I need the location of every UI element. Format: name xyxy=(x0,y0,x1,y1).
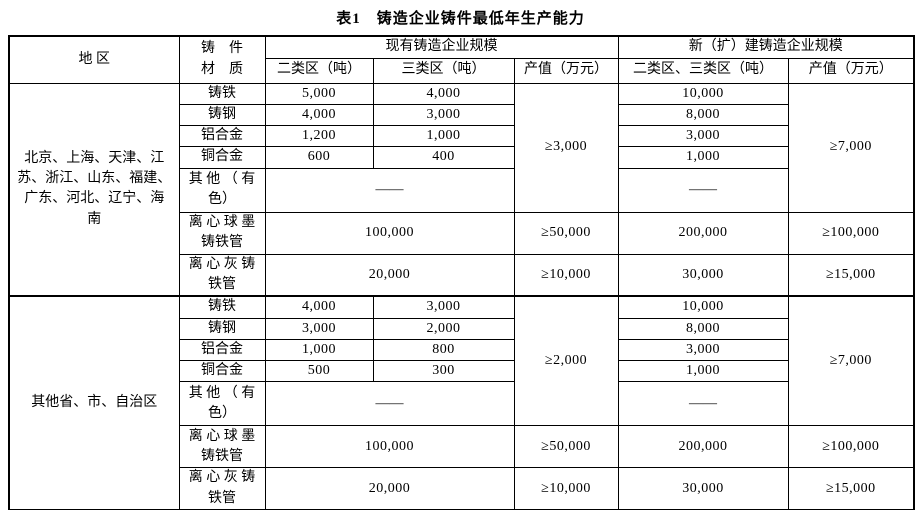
material-name-cell: 铜合金 xyxy=(178,146,266,169)
class3-capacity-cell: 400 xyxy=(372,146,515,169)
new-capacity-cell: 8,000 xyxy=(617,103,789,127)
class2-capacity-cell: 1,000 xyxy=(264,338,374,362)
material-name-cell: 铸铁 xyxy=(178,82,266,105)
header-new-group: 新（扩）建铸造企业规模 xyxy=(617,35,915,59)
region-cell: 其他省、市、自治区 xyxy=(8,295,180,510)
table-row: 离 心 灰 铸 铁管 20,000 ≥10,000 30,000 ≥15,000 xyxy=(9,467,915,510)
table-row: 铝合金 1,000 800 3,000 xyxy=(9,338,914,362)
table-row: 其 他 （ 有 色） —— —— xyxy=(9,167,914,213)
class3-capacity-cell: 1,000 xyxy=(372,125,515,148)
header-class3: 三类区（吨） xyxy=(372,57,515,84)
table-row: 其他省、市、自治区 铸铁 4,000 3,000 ≥2,000 10,000 ≥… xyxy=(8,295,915,510)
header-region: 地 区 xyxy=(8,35,180,84)
new-output-value-cell: ≥15,000 xyxy=(787,467,915,510)
new-capacity-cell: 10,000 xyxy=(617,295,789,319)
new-capacity-cell: 3,000 xyxy=(617,125,789,148)
table-row: 铜合金 500 300 1,000 xyxy=(9,360,914,383)
class2-capacity-cell: 1,200 xyxy=(264,125,374,148)
material-name-cell: 其 他 （ 有 色） xyxy=(178,167,266,213)
class2-capacity-cell: 4,000 xyxy=(264,295,374,319)
class3-capacity-cell: 2,000 xyxy=(372,317,515,340)
merged-capacity-cell: 20,000 xyxy=(264,253,515,297)
table-row: 其 他 （ 有 色） —— —— xyxy=(9,381,914,427)
table-row: 铸钢 4,000 3,000 8,000 xyxy=(9,103,914,127)
header-existing-group: 现有铸造企业规模 xyxy=(264,35,619,59)
material-name-cell: 离 心 球 墨 铸铁管 xyxy=(178,211,266,255)
class3-capacity-cell: 300 xyxy=(372,360,515,383)
merged-capacity-cell: —— xyxy=(264,167,515,213)
new-capacity-cell: 200,000 xyxy=(617,211,789,255)
material-name-cell: 铸钢 xyxy=(178,317,266,340)
header-material: 铸 件 材 质 xyxy=(178,35,266,84)
material-name-cell: 离 心 灰 铸 铁管 xyxy=(178,467,266,510)
new-output-value-cell: ≥100,000 xyxy=(787,211,915,255)
table-row: 铜合金 600 400 1,000 xyxy=(9,146,914,169)
existing-output-value-cell: ≥2,000 xyxy=(513,295,619,427)
existing-output-value-cell: ≥50,000 xyxy=(513,211,619,255)
new-capacity-cell: 3,000 xyxy=(617,338,789,362)
existing-output-value-cell: ≥50,000 xyxy=(513,425,619,469)
table-row: 离 心 灰 铸 铁管 20,000 ≥10,000 30,000 ≥15,000 xyxy=(9,253,915,297)
header-new-output-value: 产值（万元） xyxy=(787,57,915,84)
class2-capacity-cell: 600 xyxy=(264,146,374,169)
new-capacity-cell: 30,000 xyxy=(617,467,789,510)
merged-capacity-cell: 20,000 xyxy=(264,467,515,510)
merged-capacity-cell: —— xyxy=(264,381,515,427)
material-name-cell: 其 他 （ 有 色） xyxy=(178,381,266,427)
new-capacity-cell: —— xyxy=(617,167,789,213)
new-output-value-cell: ≥100,000 xyxy=(787,425,915,469)
table-row: 北京、上海、天津、江 苏、浙江、山东、福建、 广东、河北、辽宁、海 南 铸铁 5… xyxy=(8,82,915,297)
header-new-class: 二类区、三类区（吨） xyxy=(617,57,789,84)
merged-capacity-cell: 100,000 xyxy=(264,211,515,255)
class3-capacity-cell: 3,000 xyxy=(372,295,515,319)
class2-capacity-cell: 4,000 xyxy=(264,103,374,127)
region-cell: 北京、上海、天津、江 苏、浙江、山东、福建、 广东、河北、辽宁、海 南 xyxy=(8,82,180,297)
new-capacity-cell: 30,000 xyxy=(617,253,789,297)
new-capacity-cell: 8,000 xyxy=(617,317,789,340)
new-output-value-cell: ≥7,000 xyxy=(787,82,915,213)
merged-capacity-cell: 100,000 xyxy=(264,425,515,469)
table-row: 铝合金 1,200 1,000 3,000 xyxy=(9,125,914,148)
class3-capacity-cell: 3,000 xyxy=(372,103,515,127)
material-name-cell: 离 心 灰 铸 铁管 xyxy=(178,253,266,297)
material-name-cell: 铜合金 xyxy=(178,360,266,383)
new-output-value-cell: ≥7,000 xyxy=(787,295,915,427)
table-title: 表1 铸造企业铸件最低年生产能力 xyxy=(336,11,585,27)
header-output-value: 产值（万元） xyxy=(513,57,619,84)
header-class2: 二类区（吨） xyxy=(264,57,374,84)
new-capacity-cell: 10,000 xyxy=(617,82,789,105)
class3-capacity-cell: 4,000 xyxy=(372,82,515,105)
material-name-cell: 铸钢 xyxy=(178,103,266,127)
material-name-cell: 铝合金 xyxy=(178,338,266,362)
new-capacity-cell: 1,000 xyxy=(617,146,789,169)
class3-capacity-cell: 800 xyxy=(372,338,515,362)
existing-output-value-cell: ≥10,000 xyxy=(513,253,619,297)
existing-output-value-cell: ≥10,000 xyxy=(513,467,619,510)
new-capacity-cell: 200,000 xyxy=(617,425,789,469)
class2-capacity-cell: 500 xyxy=(264,360,374,383)
existing-output-value-cell: ≥3,000 xyxy=(513,82,619,213)
header-row-columns: 二类区（吨） 三类区（吨） 产值（万元） 二类区、三类区（吨） 产值（万元） xyxy=(9,57,915,84)
class2-capacity-cell: 3,000 xyxy=(264,317,374,340)
table-row: 铸钢 3,000 2,000 8,000 xyxy=(9,317,914,340)
header-row-groups: 地 区 铸 件 材 质 现有铸造企业规模 新（扩）建铸造企业规模 xyxy=(8,35,915,84)
new-capacity-cell: —— xyxy=(617,381,789,427)
material-name-cell: 铸铁 xyxy=(178,295,266,319)
new-capacity-cell: 1,000 xyxy=(617,360,789,383)
min-capacity-table: 地 区 铸 件 材 质 现有铸造企业规模 新（扩）建铸造企业规模 二类区（吨） … xyxy=(8,35,916,510)
new-output-value-cell: ≥15,000 xyxy=(787,253,915,297)
material-name-cell: 铝合金 xyxy=(178,125,266,148)
class2-capacity-cell: 5,000 xyxy=(264,82,374,105)
material-name-cell: 离 心 球 墨 铸铁管 xyxy=(178,425,266,469)
